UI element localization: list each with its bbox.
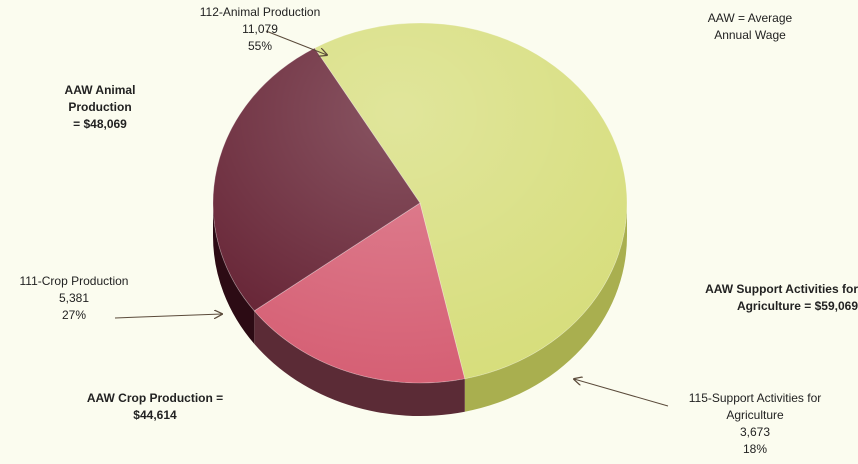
- wage-animal-line2: Production: [68, 100, 132, 114]
- label-support-percent: 18%: [742, 442, 768, 456]
- aaw-legend-note: AAW = Average Annual Wage: [680, 10, 820, 44]
- label-crop-percent: 27%: [61, 308, 87, 322]
- wage-support-line2: Agriculture = $59,069: [736, 299, 858, 313]
- label-animal-value: 11,079: [242, 22, 278, 36]
- wage-support-line1: AAW Support Activities for: [705, 282, 858, 296]
- pie-side-115: [254, 310, 465, 417]
- label-animal-production: 112-Animal Production 11,079 55%: [170, 4, 350, 55]
- label-support-activities: 115-Support Activities for Agriculture 3…: [660, 390, 850, 458]
- label-support-value: 3,673: [739, 425, 771, 439]
- wage-crop-production: AAW Crop Production = $44,614: [60, 390, 250, 424]
- aaw-note-line2: Annual Wage: [714, 28, 786, 42]
- wage-crop-line1: AAW Crop Production =: [86, 391, 224, 405]
- label-crop-name: 111-Crop Production: [19, 274, 129, 288]
- aaw-note-line1: AAW = Average: [707, 11, 793, 25]
- label-animal-name: 112-Animal Production: [199, 5, 321, 19]
- wage-crop-line2: $44,614: [133, 408, 177, 422]
- wage-animal-production: AAW Animal Production = $48,069: [30, 82, 170, 133]
- arrow-support-activities: [574, 379, 669, 407]
- label-crop-value: 5,381: [58, 291, 90, 305]
- wage-support-activities: AAW Support Activities for Agriculture =…: [660, 281, 858, 315]
- label-support-name-1: 115-Support Activities for: [688, 391, 822, 405]
- arrow-animal-production: [265, 30, 327, 55]
- label-support-name-2: Agriculture: [726, 408, 784, 422]
- label-animal-percent: 55%: [247, 39, 273, 53]
- wage-animal-line3: = $48,069: [73, 117, 127, 131]
- wage-animal-line1: AAW Animal: [64, 83, 136, 97]
- arrow-crop-production: [114, 314, 222, 318]
- label-crop-production: 111-Crop Production 5,381 27%: [0, 273, 148, 324]
